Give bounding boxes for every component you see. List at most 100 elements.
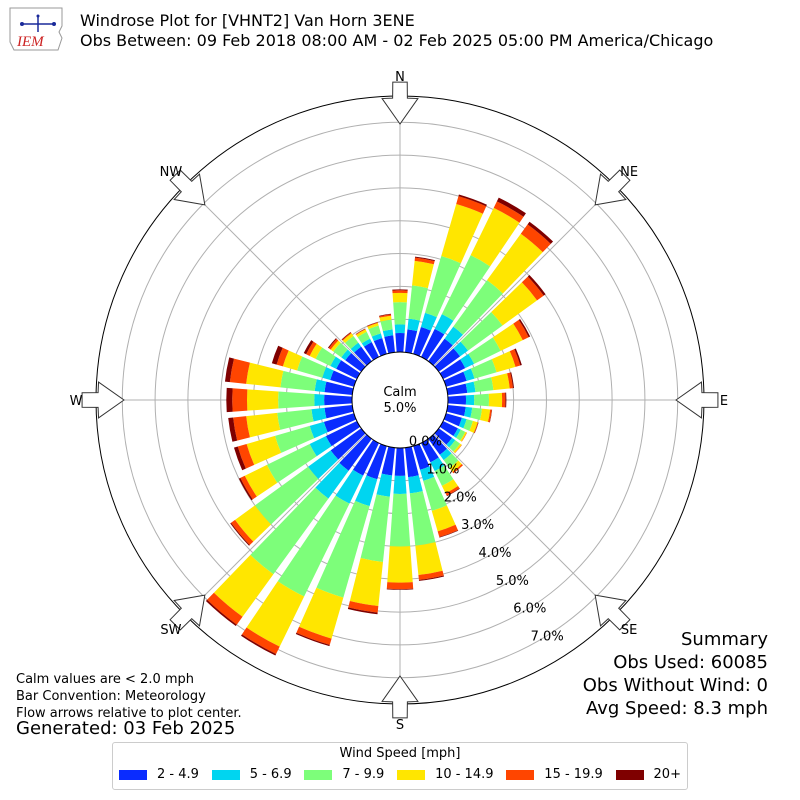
windrose-bar-segment	[237, 443, 255, 469]
windrose-bar-segment	[408, 475, 423, 494]
windrose-bar-segment	[421, 328, 445, 361]
windrose-bar-segment	[454, 444, 462, 454]
windrose-bar-segment	[306, 341, 317, 356]
windrose-bar-segment	[393, 302, 407, 325]
windrose-bar-segment	[501, 392, 506, 408]
windrose-bar-segment	[344, 335, 359, 349]
windrose-bar-segment	[434, 348, 461, 372]
flow-arrow-icon	[169, 169, 206, 206]
windrose-bar-segment	[379, 314, 392, 318]
windrose-bar-segment	[527, 275, 546, 296]
windrose-bar-segment	[491, 282, 538, 326]
legend-swatch	[615, 770, 644, 780]
windrose-bar-segment	[246, 389, 279, 411]
windrose-bar-segment	[521, 276, 544, 301]
windrose-bar-segment	[244, 464, 278, 497]
windrose-bar-segment	[348, 601, 379, 613]
flow-arrow-icon	[594, 594, 631, 631]
windrose-bar-segment	[441, 255, 491, 321]
flow-arrow-icon	[169, 594, 206, 631]
windrose-bar-segment	[437, 524, 458, 538]
flow-arrow-icon	[675, 381, 719, 419]
windrose-bar-segment	[392, 290, 408, 294]
windrose-bar-segment	[333, 342, 348, 358]
windrose-bar-segment	[412, 260, 434, 289]
windrose-bar-segment	[463, 368, 475, 381]
windrose-bar-segment	[424, 256, 461, 318]
windrose-bar-segment	[460, 311, 503, 351]
windrose-bar-segment	[473, 377, 494, 393]
calm-value: 5.0%	[383, 401, 416, 416]
windrose-bar-segment	[421, 439, 439, 463]
windrose-bar-segment	[407, 318, 420, 332]
windrose-bar-segment	[280, 370, 317, 392]
windrose-bar-segment	[246, 581, 305, 647]
windrose-bar-segment	[489, 409, 493, 423]
calm-note: Calm values are < 2.0 mph	[16, 672, 195, 687]
windrose-bar-segment	[423, 476, 447, 511]
windrose-bar-segment	[367, 322, 379, 330]
windrose-bar-segment	[414, 257, 435, 265]
windrose-bar-segment	[379, 313, 392, 317]
windrose-bar-segment	[330, 370, 357, 387]
windrose-bar-segment	[453, 280, 503, 335]
windrose-bar-segment	[445, 486, 460, 496]
windrose-bar-segment	[213, 554, 274, 617]
windrose-bar-segment	[315, 347, 336, 367]
legend-items: 2 - 4.9 5 - 6.9 7 - 9.9 10 - 14.9 15 - 19.9 2…	[119, 767, 681, 783]
windrose-bar-segment	[488, 392, 503, 408]
windrose-bar-segment	[439, 359, 466, 379]
windrose-bar-segment	[441, 479, 459, 494]
windrose-bar-segment	[278, 391, 315, 409]
windrose-bar-segment	[271, 345, 283, 365]
legend-swatch	[119, 770, 147, 780]
windrose-bar-segment	[309, 343, 323, 359]
windrose-bar-segment	[447, 395, 467, 405]
windrose-bar-segment	[361, 338, 372, 347]
windrose-bar-segment	[443, 453, 459, 469]
windrose-bar-segment	[473, 422, 479, 434]
windrose-bar-segment	[443, 371, 467, 387]
windrose-bar-segment	[461, 432, 468, 442]
flow-arrow-icon	[381, 81, 419, 125]
windrose-bar-segment	[470, 407, 483, 420]
windrose-bar-segment	[496, 197, 526, 217]
windrose-bar-segment	[470, 359, 497, 379]
legend: Wind Speed [mph] 2 - 4.9 5 - 6.9 7 - 9.9 10…	[112, 742, 688, 790]
windrose-bar-segment	[464, 406, 473, 418]
notes-block: Calm values are < 2.0 mph Bar Convention…	[16, 671, 242, 722]
windrose-bar-segment	[342, 332, 352, 341]
windrose-bar-segment	[330, 356, 342, 369]
legend-swatch	[506, 770, 535, 780]
windrose-bar-segment	[297, 356, 327, 378]
legend-item: 20+	[615, 767, 681, 783]
windrose-bar-segment	[354, 346, 372, 366]
legend-label: 2 - 4.9	[157, 767, 199, 782]
windrose-bar-segment	[441, 204, 483, 264]
windrose-bar-segment	[349, 558, 383, 607]
windrose-bar-segment	[507, 372, 514, 389]
windrose-bar-segment	[322, 367, 334, 380]
radial-tick-label: 2.0%	[444, 490, 477, 505]
legend-title: Wind Speed [mph]	[339, 746, 461, 761]
windrose-bar-segment	[295, 632, 330, 647]
windrose-bar-segment	[230, 522, 250, 546]
summary-heading: Summary	[681, 629, 768, 650]
windrose-bar-segment	[323, 413, 357, 433]
radial-tick-label: 7.0%	[531, 630, 564, 645]
windrose-bar-segment	[315, 462, 349, 499]
radial-gridline	[184, 433, 367, 616]
windrose-bar-segment	[366, 321, 378, 327]
windrose-bar-segment	[342, 333, 354, 344]
windrose-bar-segment	[352, 439, 379, 476]
windrose-bar-segment	[330, 340, 341, 352]
windrose-bar-segment	[241, 634, 277, 656]
windrose-bar-segment	[386, 588, 414, 590]
windrose-bar-segment	[233, 446, 246, 471]
windrose-bar-segment	[487, 409, 492, 423]
windrose-bar-segment	[439, 448, 452, 461]
windrose-bar-segment	[460, 353, 475, 369]
windrose-bar-segment	[235, 505, 272, 542]
windrose-bar-segment	[314, 379, 327, 393]
